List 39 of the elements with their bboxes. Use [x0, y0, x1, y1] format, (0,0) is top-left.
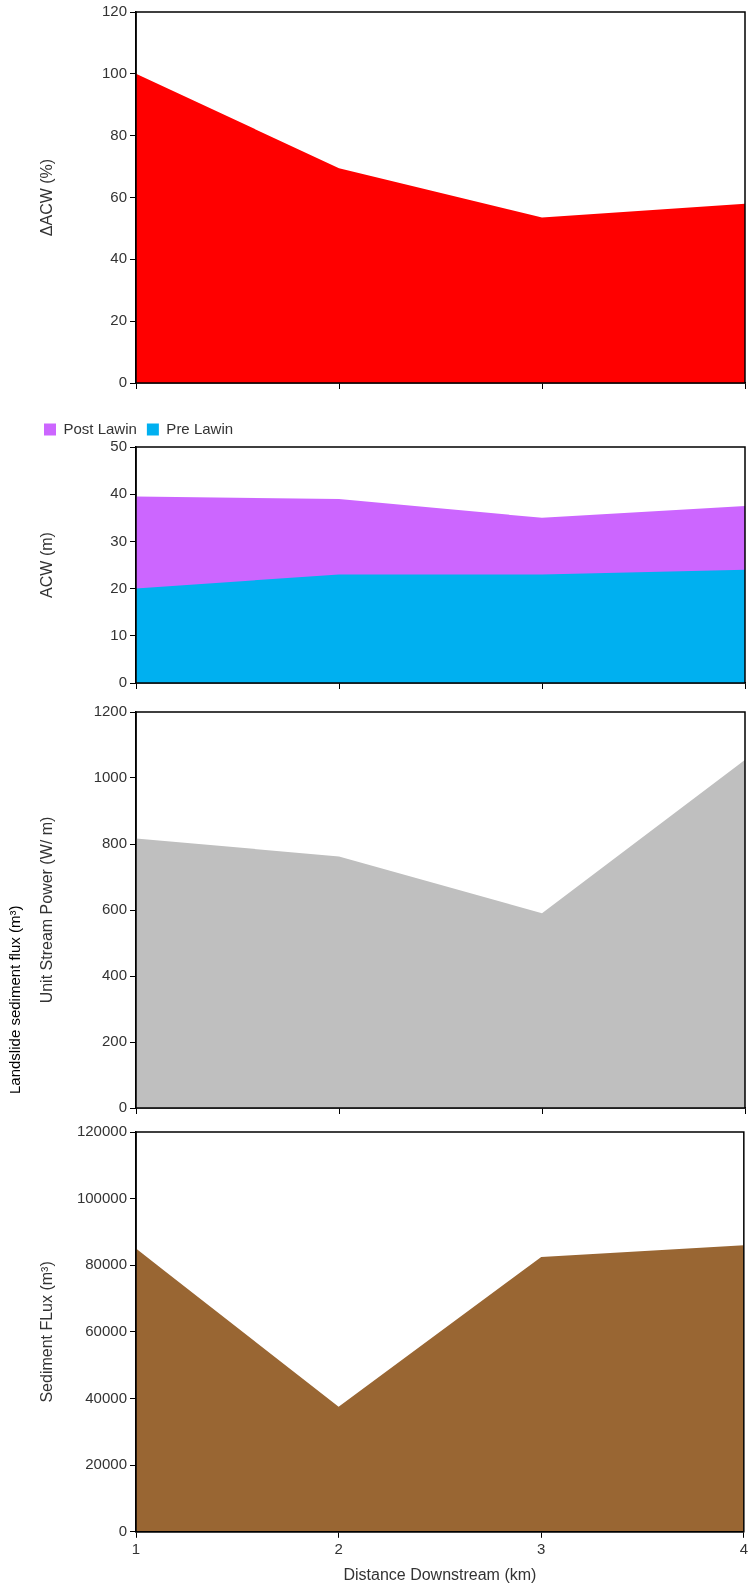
- y-tick-label: 20: [110, 311, 127, 329]
- y-tick-label: 60: [110, 187, 127, 205]
- y-tick-label: 0: [118, 673, 127, 691]
- y-tick-label: 0: [118, 373, 127, 391]
- y-tick-label: 50: [110, 437, 127, 455]
- y-tick-label: 40: [110, 249, 127, 267]
- y-tick-label: 100: [101, 63, 127, 81]
- y-tick-label: 600: [101, 900, 127, 918]
- legend-label: Pre Lawin: [166, 419, 234, 437]
- x-axis-title: Distance Downstream (km): [343, 1565, 537, 1583]
- legend-label: Post Lawin: [63, 419, 137, 437]
- y-axis-title: Sediment FLux (m³): [38, 1261, 56, 1403]
- y-tick-label: 30: [110, 531, 127, 549]
- y-tick-label: 20000: [85, 1455, 127, 1473]
- x-tick-label: 3: [537, 1539, 546, 1557]
- y-axis-title: Unit Stream Power (W/ m): [38, 816, 56, 1004]
- x-tick-label: 2: [334, 1539, 343, 1557]
- y-tick-label: 10: [110, 625, 127, 643]
- y-tick-label: 40000: [85, 1388, 127, 1406]
- y-tick-label: 60000: [85, 1322, 127, 1340]
- y-tick-label: 400: [101, 966, 127, 984]
- y-tick-label: 40: [110, 484, 127, 502]
- x-tick-label: 4: [739, 1539, 748, 1557]
- y-axis-title: ACW (m): [38, 532, 56, 598]
- y-tick-label: 120000: [76, 1122, 127, 1140]
- y-tick-label: 100000: [76, 1188, 127, 1206]
- y-tick-label: 0: [118, 1098, 127, 1116]
- y-tick-label: 120: [101, 2, 127, 20]
- y-tick-label: 80: [110, 125, 127, 143]
- y-tick-label: 1200: [93, 702, 127, 720]
- y-tick-label: 800: [101, 834, 127, 852]
- text: Landslide sediment flux (m³): [6, 905, 23, 1094]
- y-axis-title: ΔACW (%): [38, 158, 56, 237]
- y-tick-label: 200: [101, 1032, 127, 1050]
- y-tick-label: 1000: [93, 768, 127, 786]
- y-tick-label: 0: [118, 1521, 127, 1539]
- y-tick-label: 80000: [85, 1255, 127, 1273]
- y-tick-label: 20: [110, 578, 127, 596]
- x-tick-label: 1: [131, 1539, 141, 1557]
